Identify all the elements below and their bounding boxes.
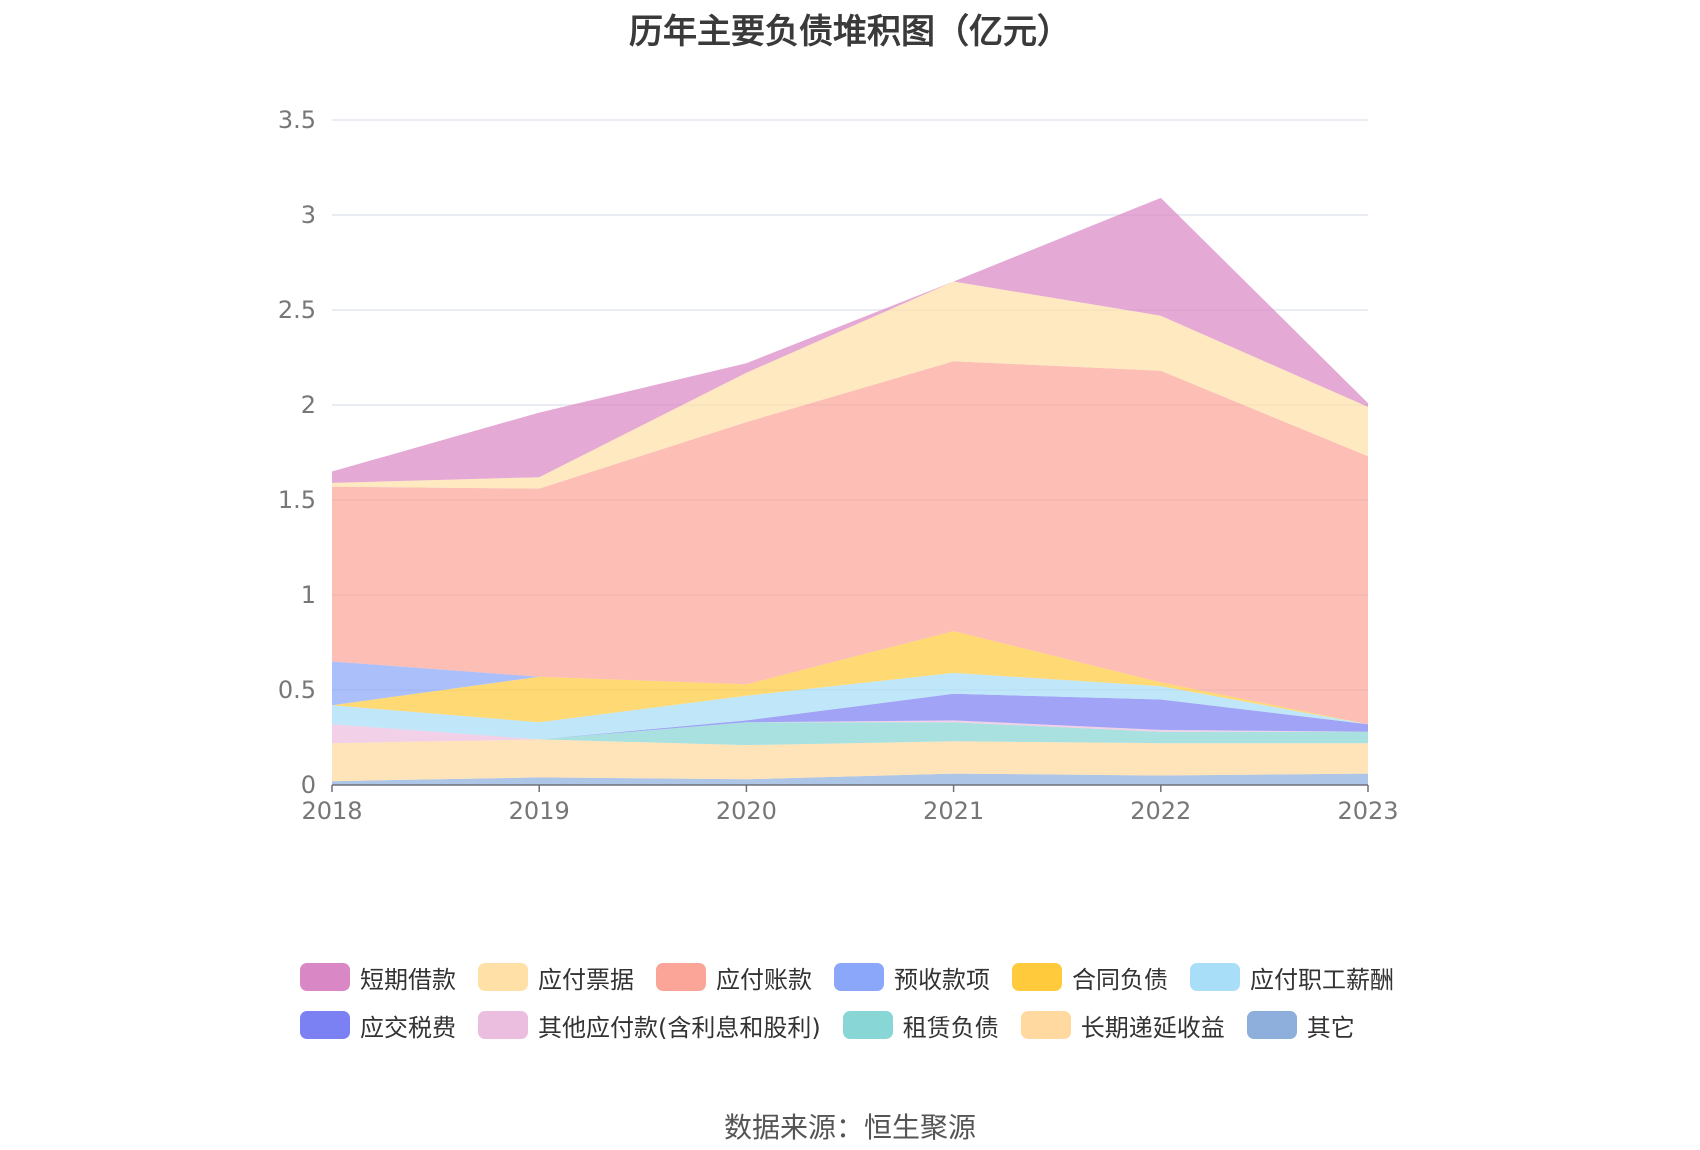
y-tick-label: 1 (301, 581, 316, 609)
legend-item[interactable]: 租赁负债 (842, 1003, 999, 1047)
y-tick-label: 0 (301, 771, 316, 799)
legend-swatch (1190, 963, 1240, 991)
legend-label: 其它 (1306, 1013, 1355, 1042)
legend-item[interactable]: 应付票据 (478, 955, 634, 999)
x-tick-label: 2023 (1337, 797, 1398, 825)
legend-label: 应付职工薪酬 (1250, 965, 1394, 994)
area-其它 (332, 773, 1368, 785)
legend-label: 应付账款 (716, 965, 812, 994)
chart-title: 历年主要负债堆积图（亿元） (629, 12, 1071, 52)
legend-swatch (300, 1011, 350, 1039)
legend-label: 租赁负债 (902, 1013, 999, 1042)
area-应付票据 (332, 281, 1368, 489)
area-应交税费 (332, 693, 1368, 740)
legend-item[interactable]: 短期借款 (300, 955, 456, 999)
legend-swatch (842, 1011, 893, 1039)
y-tick-label: 0.5 (278, 676, 316, 704)
legend: 短期借款 应付票据 应付账款 预收款项 合同负债 应付职工薪酬应交税费 其他应付款(含利息和… (300, 955, 1440, 1047)
legend-swatch (478, 963, 528, 991)
y-tick-label: 2 (301, 391, 316, 419)
area-长期递延收益 (332, 739, 1368, 782)
area-其他应付款(含利息和股利) (332, 720, 1368, 744)
legend-item[interactable]: 应付职工薪酬 (1190, 955, 1394, 999)
legend-item[interactable]: 长期递延收益 (1020, 1003, 1225, 1047)
legend-item[interactable]: 预收款项 (834, 955, 990, 999)
legend-label: 预收款项 (894, 965, 990, 994)
legend-label: 短期借款 (360, 965, 456, 994)
x-tick-label: 2018 (301, 797, 362, 825)
area-series (332, 197, 1368, 785)
legend-swatch (1012, 963, 1062, 991)
axes: 0 0.5 1 1.5 2 2.5 3 3.5 2018 2019 2020 2021 2022 2023 (278, 106, 1399, 825)
area-应付职工薪酬 (332, 672, 1368, 740)
x-tick-label: 2019 (509, 797, 570, 825)
legend-label: 应付票据 (538, 965, 634, 994)
area-合同负债 (332, 631, 1368, 725)
legend-label: 合同负债 (1072, 965, 1168, 994)
legend-label: 长期递延收益 (1080, 1013, 1225, 1042)
area-短期借款 (332, 197, 1368, 483)
legend-swatch (300, 963, 350, 991)
x-tick-label: 2022 (1130, 797, 1191, 825)
legend-item[interactable]: 应交税费 (300, 1003, 456, 1047)
legend-swatch (478, 1011, 528, 1039)
data-source-note: 数据来源：恒生聚源 (723, 1111, 976, 1144)
legend-swatch (834, 963, 884, 991)
y-tick-label: 1.5 (278, 486, 316, 514)
legend-item[interactable]: 其它 (1246, 1003, 1355, 1047)
legend-label: 其他应付款(含利息和股利) (538, 1013, 821, 1042)
legend-item[interactable]: 其他应付款(含利息和股利) (478, 1003, 821, 1047)
x-tick-label: 2020 (716, 797, 777, 825)
legend-swatch (1246, 1011, 1297, 1039)
legend-swatch (656, 963, 706, 991)
area-租赁负债 (332, 722, 1368, 746)
legend-swatch (1020, 1011, 1071, 1039)
legend-item[interactable]: 应付账款 (656, 955, 812, 999)
y-tick-label: 2.5 (278, 296, 316, 324)
area-应付账款 (332, 361, 1368, 725)
y-tick-label: 3.5 (278, 106, 316, 134)
y-tick-label: 3 (301, 201, 316, 229)
legend-label: 应交税费 (360, 1013, 456, 1042)
x-tick-label: 2021 (923, 797, 984, 825)
legend-item[interactable]: 合同负债 (1012, 955, 1168, 999)
